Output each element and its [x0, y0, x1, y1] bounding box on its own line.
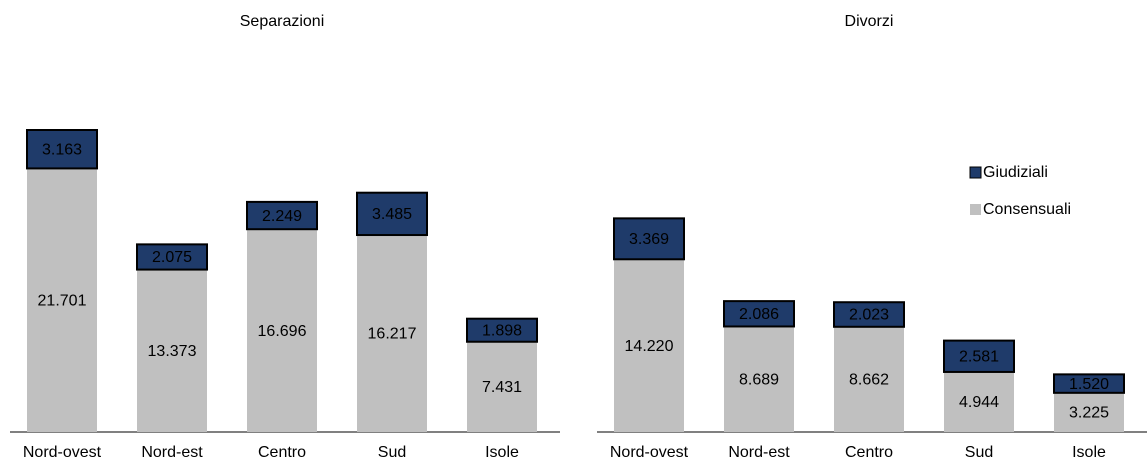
value-label: 3.485 — [372, 206, 412, 223]
x-tick-label: Isole — [485, 444, 519, 461]
value-label: 13.373 — [148, 343, 197, 360]
bar-segment — [137, 269, 207, 432]
x-tick-label: Sud — [378, 444, 406, 461]
x-tick-label: Sud — [965, 444, 993, 461]
chart-title: Separazioni — [240, 13, 325, 30]
value-label: 2.023 — [849, 307, 889, 324]
bar-segment — [356, 191, 428, 237]
bar-segment — [247, 229, 317, 432]
x-tick-label: Nord-est — [141, 444, 203, 461]
legend-swatch — [970, 204, 981, 215]
bar-segment — [723, 300, 795, 328]
value-label: 2.075 — [152, 249, 192, 266]
legend-label: Consensuali — [983, 201, 1071, 218]
bar-segment — [614, 259, 684, 432]
bar-segment — [834, 326, 904, 432]
bar-segment — [724, 326, 794, 432]
value-label: 1.520 — [1069, 376, 1109, 393]
x-tick-label: Nord-ovest — [610, 444, 689, 461]
value-label: 3.163 — [42, 141, 82, 158]
value-label: 1.898 — [482, 322, 522, 339]
legend-label: Giudiziali — [983, 164, 1048, 181]
bar-segment — [613, 217, 685, 261]
value-label: 16.696 — [258, 323, 307, 340]
bar-segment — [26, 129, 98, 170]
bar-segment — [27, 168, 97, 432]
bar-segment — [833, 301, 905, 328]
bar-segment — [357, 235, 427, 432]
bar-segment — [1053, 373, 1125, 394]
bar-segment — [136, 243, 208, 271]
value-label: 21.701 — [38, 292, 87, 309]
bar-segment — [1054, 392, 1124, 432]
value-label: 8.662 — [849, 372, 889, 389]
x-tick-label: Nord-ovest — [23, 444, 102, 461]
chart-title: Divorzi — [845, 13, 894, 30]
x-tick-label: Centro — [258, 444, 306, 461]
bar-segment — [466, 317, 538, 343]
bar-segment — [944, 371, 1014, 432]
value-label: 7.431 — [482, 379, 522, 396]
value-label: 8.689 — [739, 371, 779, 388]
bar-segment — [246, 200, 318, 231]
value-label: 3.369 — [629, 231, 669, 248]
value-label: 2.581 — [959, 348, 999, 365]
value-label: 14.220 — [625, 338, 674, 355]
legend-swatch — [969, 166, 982, 179]
bar-segment — [943, 339, 1015, 373]
value-label: 2.086 — [739, 306, 779, 323]
value-label: 3.225 — [1069, 405, 1109, 422]
x-tick-label: Nord-est — [728, 444, 790, 461]
x-tick-label: Centro — [845, 444, 893, 461]
value-label: 2.249 — [262, 208, 302, 225]
value-label: 16.217 — [368, 326, 417, 343]
value-label: 4.944 — [959, 394, 999, 411]
x-tick-label: Isole — [1072, 444, 1106, 461]
bar-segment — [467, 341, 537, 432]
